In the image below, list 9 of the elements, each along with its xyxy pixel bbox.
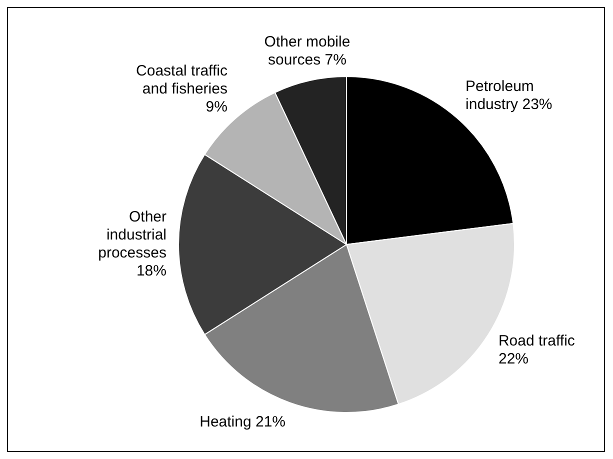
slice-label: Other industrial processes xyxy=(98,208,167,262)
data-label: 18% xyxy=(136,262,166,280)
data-label: 22% xyxy=(498,350,529,368)
slice-label: Petroleum industry 23% xyxy=(466,78,552,114)
data-label: 9% xyxy=(206,98,228,116)
slice-label: Coastal traffic and fisheries xyxy=(136,62,228,98)
slice-label: Other mobile sources 7% xyxy=(264,33,350,68)
slice-label: Road traffic xyxy=(498,332,576,350)
slice-label: Heating 21% xyxy=(200,413,286,430)
